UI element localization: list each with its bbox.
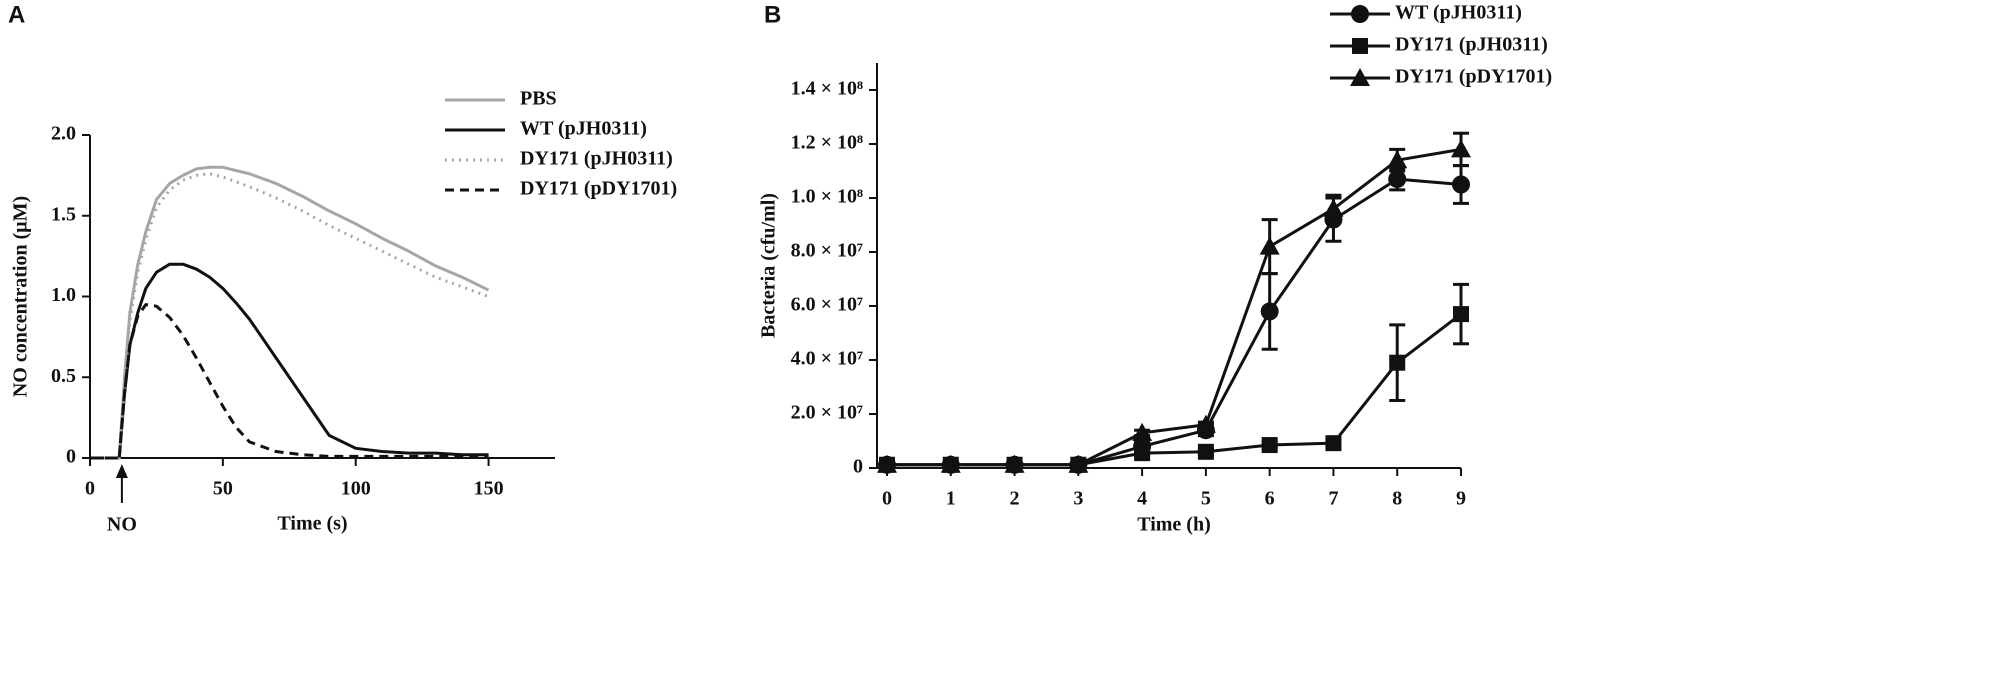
x-tick-label: 4 <box>1137 488 1147 510</box>
marker <box>1261 437 1278 454</box>
marker <box>1389 354 1406 371</box>
panel-label: B <box>764 1 781 28</box>
x-tick-label: 0 <box>882 488 892 510</box>
x-tick-label: 7 <box>1328 488 1338 510</box>
x-axis-label: Time (s) <box>277 513 347 535</box>
y-tick-label: 1.2 × 10⁸ <box>791 132 863 154</box>
panel-label: A <box>8 1 25 28</box>
x-tick-label: 6 <box>1265 488 1275 510</box>
marker <box>1352 38 1368 54</box>
marker <box>1325 435 1342 452</box>
x-tick-label: 150 <box>474 478 504 500</box>
legend-label: WT (pJH0311) <box>1395 2 1522 24</box>
x-tick-label: 2 <box>1010 488 1020 510</box>
marker <box>1350 68 1370 86</box>
marker <box>1451 139 1471 158</box>
marker <box>1195 414 1216 433</box>
x-tick-label: 100 <box>341 478 371 500</box>
x-tick-label: 50 <box>213 478 233 500</box>
y-tick-label: 4.0 × 10⁷ <box>791 348 863 370</box>
x-tick-label: 5 <box>1201 488 1211 510</box>
legend-label: WT (pJH0311) <box>520 118 647 140</box>
y-tick-label: 1.0 <box>51 284 76 306</box>
legend-label: DY171 (pDY1701) <box>1395 66 1552 88</box>
marker <box>1387 150 1408 169</box>
marker <box>1068 454 1089 473</box>
y-axis-label: Bacteria (cfu/ml) <box>758 193 780 338</box>
x-tick-label: 9 <box>1456 488 1466 510</box>
y-tick-label: 2.0 × 10⁷ <box>791 402 863 424</box>
y-tick-label: 8.0 × 10⁷ <box>791 240 863 262</box>
marker <box>1132 422 1153 441</box>
series-line <box>90 303 489 460</box>
marker <box>1351 5 1369 23</box>
arrow-head <box>115 464 128 478</box>
y-tick-label: 1.4 × 10⁸ <box>791 78 863 100</box>
y-tick-label: 1.0 × 10⁸ <box>791 186 863 208</box>
y-tick-label: 1.5 <box>51 203 76 225</box>
marker <box>1388 170 1407 189</box>
legend-label: PBS <box>520 88 557 110</box>
marker <box>1260 302 1279 321</box>
x-tick-label: 8 <box>1392 488 1402 510</box>
marker <box>940 454 961 473</box>
annotation: NO <box>107 514 137 536</box>
series-line <box>887 147 1462 467</box>
marker <box>1323 198 1344 217</box>
y-tick-label: 6.0 × 10⁷ <box>791 294 863 316</box>
marker <box>1197 443 1214 460</box>
marker <box>1453 306 1469 323</box>
legend-label: DY171 (pJH0311) <box>520 148 673 170</box>
x-tick-label: 1 <box>946 488 956 510</box>
marker <box>1452 175 1470 194</box>
marker <box>877 454 897 473</box>
series-line <box>90 165 490 460</box>
y-axis-label: NO concentration (μM) <box>10 196 32 397</box>
legend-label: DY171 (pDY1701) <box>520 178 677 200</box>
y-tick-label: 0 <box>66 446 76 468</box>
y-tick-label: 2.0 <box>51 123 76 145</box>
marker <box>1259 236 1280 255</box>
y-tick-label: 0.5 <box>51 365 76 387</box>
x-tick-label: 0 <box>85 478 95 500</box>
y-tick-label: 0 <box>853 456 863 478</box>
series-line <box>90 262 489 460</box>
marker <box>1004 454 1025 473</box>
legend-label: DY171 (pJH0311) <box>1395 34 1548 56</box>
x-axis-label: Time (h) <box>1137 514 1211 536</box>
x-tick-label: 3 <box>1073 488 1083 510</box>
marker <box>1134 445 1151 462</box>
